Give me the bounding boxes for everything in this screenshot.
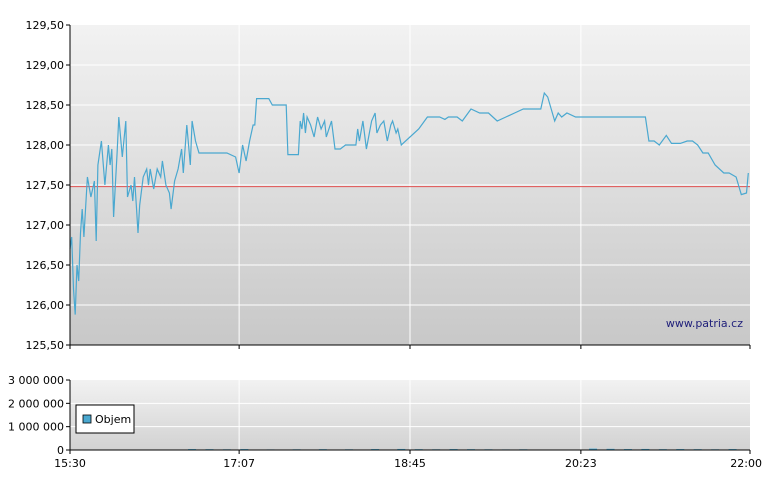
- volume-bar: [606, 448, 615, 450]
- price-y-tick-label: 125,50: [26, 339, 65, 352]
- x-tick-label: 18:45: [394, 457, 426, 470]
- x-tick-label: 20:23: [565, 457, 597, 470]
- volume-bar: [589, 448, 598, 450]
- volume-y-tick-label: 2 000 000: [8, 397, 64, 410]
- x-axis: 15:30 17:07 18:45 20:23 22:00: [54, 450, 762, 470]
- legend-swatch: [82, 414, 92, 424]
- price-y-tick-label: 128,50: [26, 99, 65, 112]
- volume-y-tick-label: 0: [57, 444, 64, 457]
- price-x-tick-marks: [69, 345, 751, 349]
- volume-y-axis: 3 000 000 2 000 000 1 000 000 0: [8, 374, 70, 457]
- volume-y-tick-label: 3 000 000: [8, 374, 64, 387]
- volume-legend: Objem: [75, 404, 135, 434]
- price-y-tick-label: 128,00: [26, 139, 65, 152]
- price-y-axis: 129,50 129,00 128,50 128,00 127,50 127,00 126,…: [26, 19, 70, 352]
- price-grid: [70, 25, 750, 345]
- volume-grid: [70, 380, 750, 450]
- x-tick-label: 17:07: [223, 457, 255, 470]
- watermark: www.patria.cz: [666, 317, 743, 330]
- price-y-tick-label: 126,50: [26, 259, 65, 272]
- price-y-tick-label: 126,00: [26, 299, 65, 312]
- volume-bar: [397, 448, 406, 450]
- legend-label: Objem: [95, 413, 131, 426]
- price-y-tick-label: 129,00: [26, 59, 65, 72]
- price-y-tick-label: 129,50: [26, 19, 65, 32]
- volume-y-tick-label: 1 000 000: [8, 421, 64, 434]
- price-line: [69, 91, 749, 315]
- price-y-tick-label: 127,50: [26, 179, 65, 192]
- price-y-tick-label: 127,00: [26, 219, 65, 232]
- volume-bar: [641, 448, 650, 450]
- x-tick-label: 22:00: [730, 457, 762, 470]
- x-tick-label: 15:30: [54, 457, 86, 470]
